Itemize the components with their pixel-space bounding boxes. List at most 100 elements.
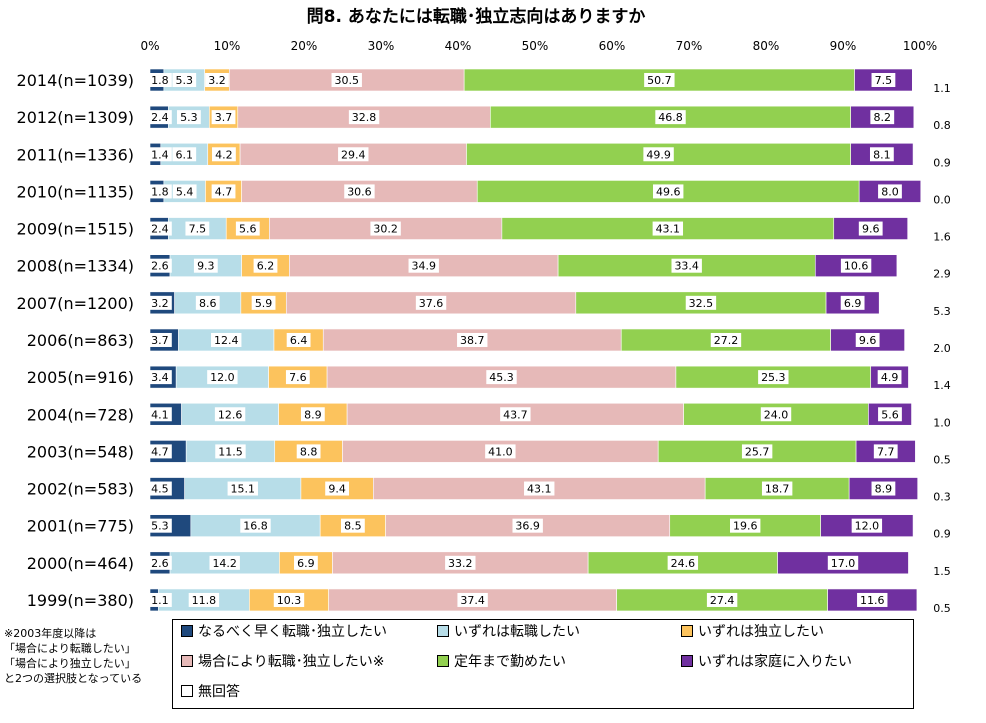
data-label-bg — [148, 110, 172, 125]
data-label-bg — [348, 110, 380, 125]
data-label-bg — [172, 147, 197, 162]
data-label-bg — [235, 221, 260, 236]
data-label-bg — [685, 295, 717, 310]
data-label: 41.0 — [488, 445, 513, 458]
data-label: 18.7 — [765, 483, 790, 496]
data-label: 3.7 — [151, 334, 169, 347]
data-label-bg — [148, 518, 172, 533]
data-label: 30.2 — [373, 223, 398, 236]
data-label-bg — [148, 370, 172, 385]
legend-swatch-independent — [681, 625, 693, 637]
data-label-bg — [215, 444, 246, 459]
data-label: 3.4 — [151, 371, 169, 384]
legend-item-change-job: いずれは転職したい — [437, 623, 580, 641]
no-answer-value: 5.3 — [933, 305, 951, 318]
data-label: 14.2 — [212, 557, 237, 570]
data-label-bg — [710, 332, 742, 347]
data-label: 38.7 — [460, 334, 485, 347]
legend-swatch-no-answer — [181, 685, 193, 697]
data-label: 8.9 — [304, 408, 322, 421]
data-label: 4.9 — [881, 371, 899, 384]
category-label: 2012(n=1309) — [17, 108, 134, 127]
data-label-bg — [486, 370, 517, 385]
legend-item-asap: なるべく早く転職･独立したい — [181, 623, 387, 641]
category-label: 2000(n=464) — [27, 554, 134, 573]
data-label-bg — [338, 147, 369, 162]
data-label: 8.8 — [300, 445, 318, 458]
data-label-bg — [512, 518, 543, 533]
data-label: 5.3 — [176, 74, 194, 87]
data-label-bg — [148, 147, 172, 162]
data-label-bg — [214, 407, 246, 422]
no-answer-value: 0.3 — [933, 491, 951, 504]
data-label-bg — [878, 407, 902, 422]
data-label-bg — [148, 184, 172, 199]
data-label-bg — [667, 555, 699, 570]
legend-swatch-asap — [181, 625, 193, 637]
x-tick-label: 90% — [830, 39, 857, 53]
data-label: 36.9 — [515, 520, 540, 533]
data-label-bg — [878, 184, 902, 199]
data-label: 7.5 — [875, 74, 893, 87]
data-label: 10.6 — [844, 260, 869, 273]
legend-swatch-depending — [181, 655, 193, 667]
data-label-bg — [655, 110, 686, 125]
data-label: 15.1 — [231, 483, 256, 496]
data-label-bg — [857, 592, 888, 607]
data-label-bg — [251, 295, 276, 310]
category-label: 2003(n=548) — [27, 442, 134, 461]
data-label: 12.0 — [210, 371, 235, 384]
data-label: 5.3 — [151, 520, 169, 533]
data-label-bg — [294, 555, 318, 570]
data-label: 3.2 — [151, 297, 169, 310]
legend-label-home: いずれは家庭に入りたい — [698, 654, 852, 670]
data-label: 16.8 — [243, 520, 268, 533]
data-label-bg — [193, 258, 218, 273]
legend-swatch-until-retirement — [437, 655, 449, 667]
data-label: 32.5 — [689, 297, 714, 310]
data-label: 33.4 — [674, 260, 699, 273]
data-label: 11.6 — [860, 594, 885, 607]
x-tick-label: 30% — [368, 39, 395, 53]
data-label: 49.6 — [656, 185, 681, 198]
data-label: 30.5 — [334, 74, 359, 87]
data-label-bg — [851, 518, 883, 533]
data-label-bg — [500, 407, 531, 422]
data-label-bg — [741, 444, 773, 459]
no-answer-value: 1.4 — [933, 379, 951, 392]
no-answer-value: 1.6 — [933, 231, 951, 244]
legend-swatch-change-job — [437, 625, 449, 637]
data-label: 11.8 — [192, 594, 217, 607]
data-label: 25.3 — [761, 371, 786, 384]
legend-item-until-retirement: 定年まで勤めたい — [437, 653, 566, 671]
data-label-bg — [211, 184, 236, 199]
data-label-bg — [285, 370, 310, 385]
data-label-bg — [209, 555, 240, 570]
data-label-bg — [331, 73, 362, 87]
data-label-bg — [855, 332, 880, 347]
data-label: 6.9 — [297, 557, 315, 570]
data-label: 24.6 — [671, 557, 696, 570]
data-label-bg — [212, 147, 236, 162]
data-label: 46.8 — [658, 111, 683, 124]
data-label-bg — [286, 332, 311, 347]
data-label-bg — [148, 258, 172, 273]
data-label: 9.3 — [197, 260, 215, 273]
data-label-bg — [148, 221, 172, 236]
data-label-bg — [148, 555, 172, 570]
no-answer-value: 2.9 — [933, 268, 951, 281]
data-label-bg — [840, 258, 872, 273]
legend: なるべく早く転職･独立したい いずれは転職したい いずれは独立したい 場合により… — [172, 619, 914, 709]
footnote: ※2003年度以降は 「場合により転職したい」 「場合により独立したい」 と2つ… — [4, 626, 142, 686]
category-label: 2007(n=1200) — [17, 294, 134, 313]
data-label-bg — [148, 592, 172, 607]
footnote-line: 「場合により転職したい」 — [4, 642, 136, 655]
data-label: 5.6 — [881, 408, 899, 421]
data-label: 3.7 — [215, 111, 233, 124]
data-label: 33.2 — [448, 557, 473, 570]
data-label-bg — [296, 444, 321, 459]
data-label-bg — [873, 444, 898, 459]
data-label-bg — [344, 184, 375, 199]
data-label: 27.4 — [710, 594, 735, 607]
